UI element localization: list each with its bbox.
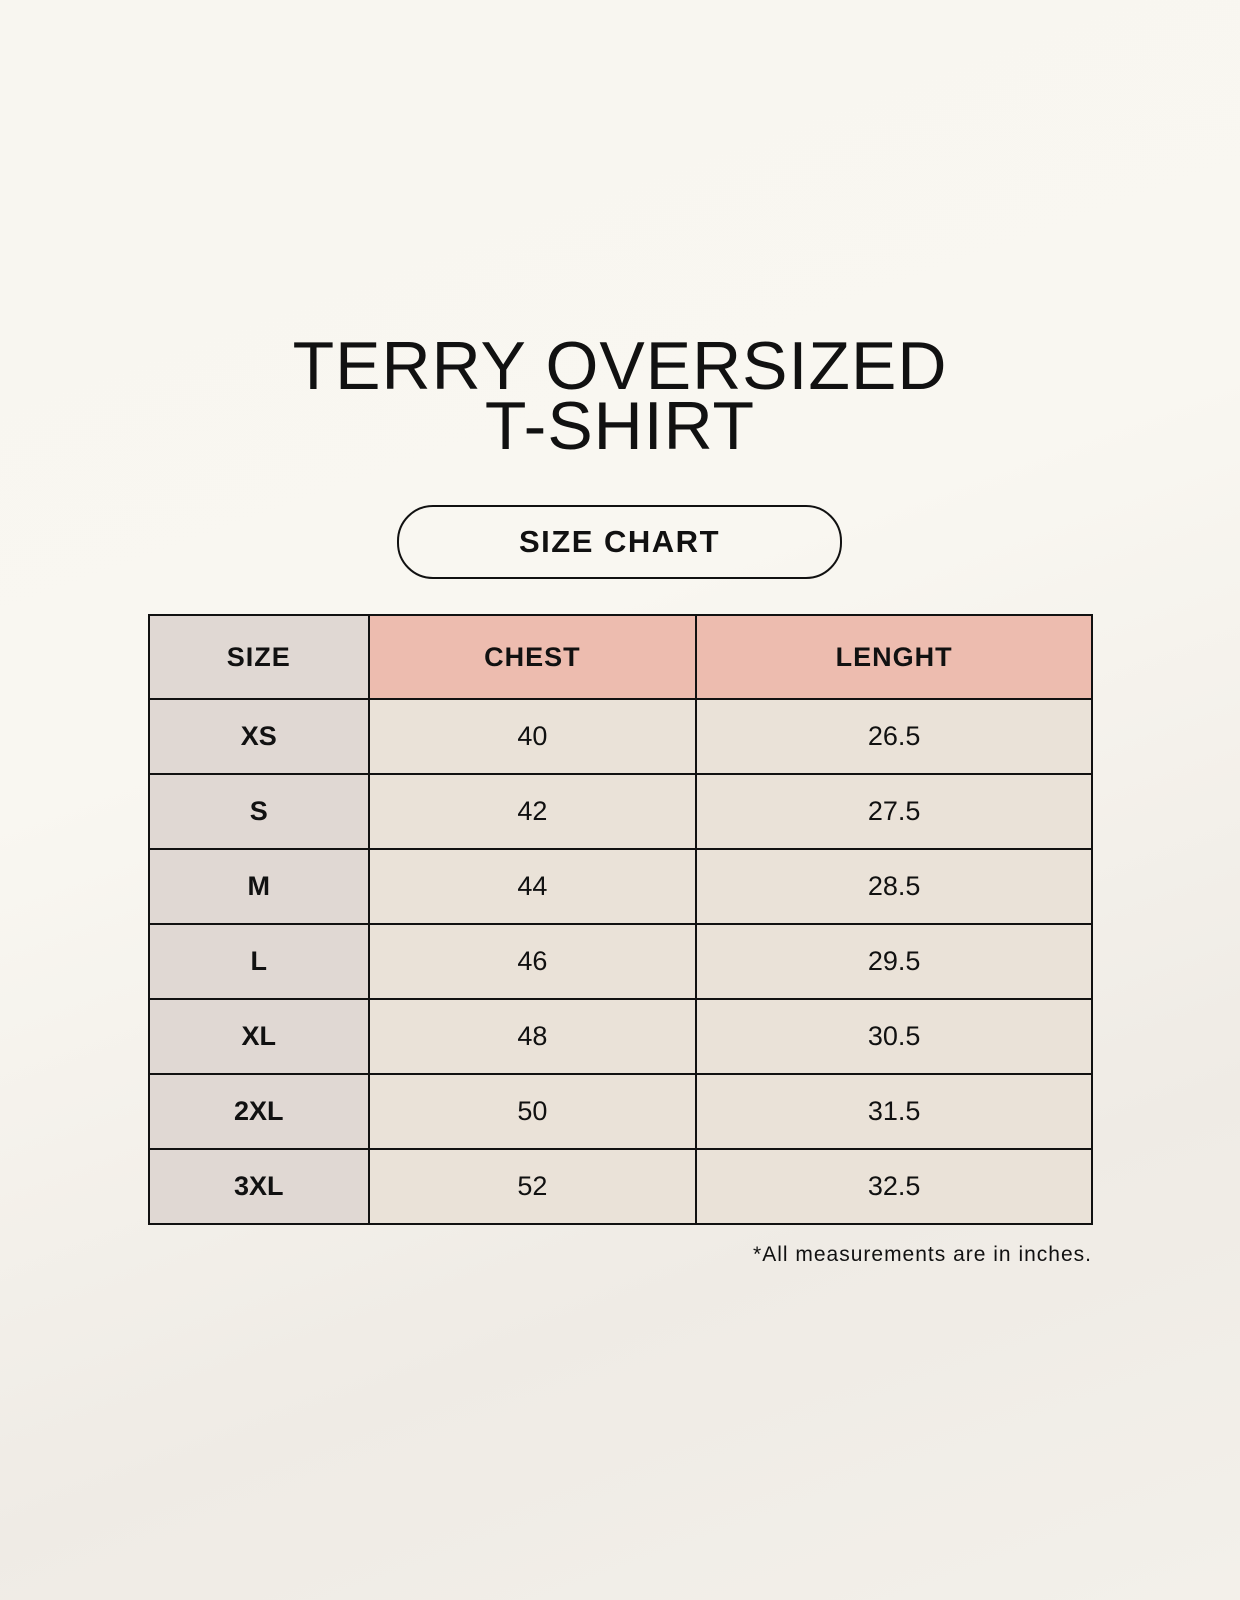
table-row: S 42 27.5 <box>148 773 1093 850</box>
title-line-1: TERRY OVERSIZED <box>292 328 948 404</box>
table-row: 2XL 50 31.5 <box>148 1073 1093 1150</box>
cell-length: 29.5 <box>695 923 1093 1000</box>
measurement-note: *All measurements are in inches. <box>753 1243 1092 1266</box>
cell-size: S <box>148 773 370 850</box>
page-title: TERRY OVERSIZED T-SHIRT <box>0 328 1240 464</box>
table-row: L 46 29.5 <box>148 923 1093 1000</box>
cell-size: XL <box>148 998 370 1075</box>
header-size: SIZE <box>148 614 370 700</box>
cell-chest: 42 <box>367 773 698 850</box>
cell-size: XS <box>148 698 370 775</box>
cell-length: 28.5 <box>695 848 1093 925</box>
table-row: M 44 28.5 <box>148 848 1093 925</box>
cell-chest: 44 <box>367 848 698 925</box>
cell-length: 32.5 <box>695 1148 1093 1225</box>
table-row: 3XL 52 32.5 <box>148 1148 1093 1225</box>
title-line-2: T-SHIRT <box>484 388 756 464</box>
cell-chest: 48 <box>367 998 698 1075</box>
table-header-row: SIZE CHEST LENGHT <box>148 614 1093 700</box>
size-table: SIZE CHEST LENGHT XS 40 26.5 S 42 27.5 M 44 28.5… <box>148 614 1093 1225</box>
cell-chest: 40 <box>367 698 698 775</box>
cell-chest: 52 <box>367 1148 698 1225</box>
cell-length: 27.5 <box>695 773 1093 850</box>
header-chest: CHEST <box>367 614 698 700</box>
header-length: LENGHT <box>695 614 1093 700</box>
cell-size: M <box>148 848 370 925</box>
table-row: XS 40 26.5 <box>148 698 1093 775</box>
cell-chest: 46 <box>367 923 698 1000</box>
cell-size: L <box>148 923 370 1000</box>
cell-length: 26.5 <box>695 698 1093 775</box>
table-row: XL 48 30.5 <box>148 998 1093 1075</box>
cell-length: 31.5 <box>695 1073 1093 1150</box>
cell-size: 2XL <box>148 1073 370 1150</box>
cell-size: 3XL <box>148 1148 370 1225</box>
size-chart-badge: SIZE CHART <box>397 505 842 579</box>
cell-length: 30.5 <box>695 998 1093 1075</box>
cell-chest: 50 <box>367 1073 698 1150</box>
